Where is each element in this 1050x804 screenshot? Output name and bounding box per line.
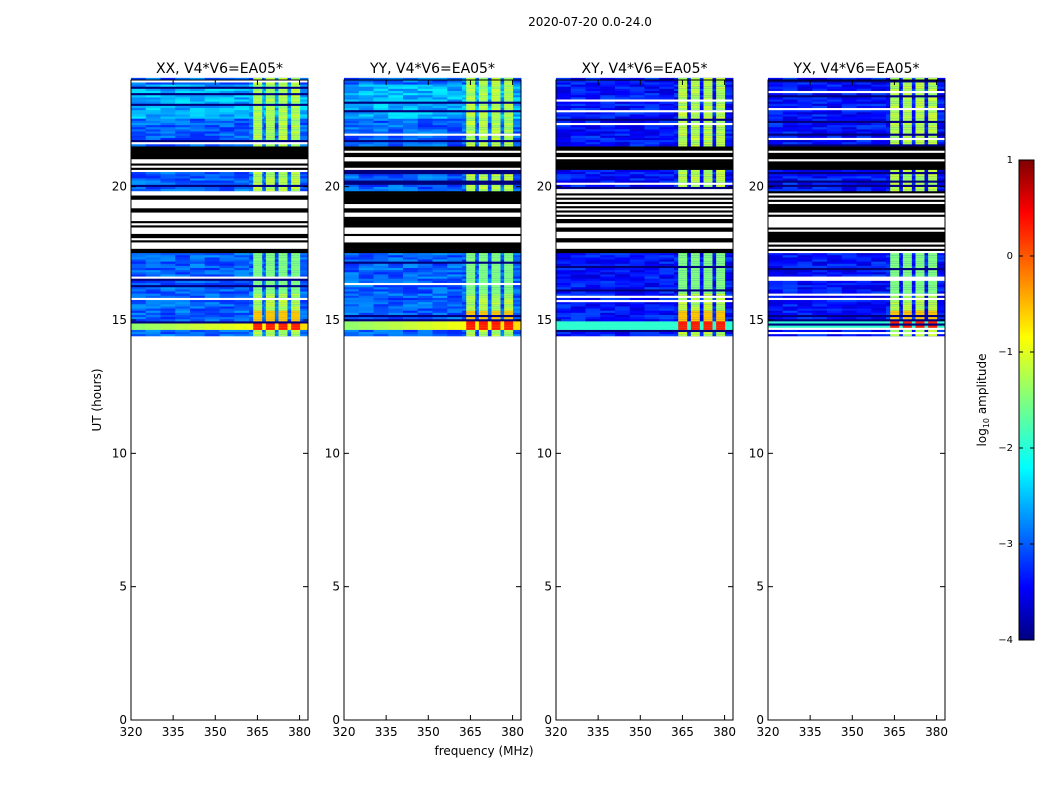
- y-tick-label: 0: [756, 713, 764, 727]
- y-tick-label: 5: [332, 580, 340, 594]
- x-tick-label: 335: [799, 725, 822, 739]
- colorbar-ticks: 1 0 −1 −2 −3 −4: [998, 155, 1034, 646]
- panel-xy: XY, V4*V6=EA05* 320 335 350 365 380 0 5 10 15 20: [537, 61, 736, 739]
- colorbar-label: log10 amplitude: [975, 354, 991, 447]
- x-tick-label: 365: [671, 725, 694, 739]
- x-tick-label: 320: [545, 725, 568, 739]
- panel-title: XY, V4*V6=EA05*: [582, 61, 708, 77]
- x-tick-label: 320: [757, 725, 780, 739]
- y-tick-label: 15: [537, 313, 552, 327]
- y-tick-label: 0: [332, 713, 340, 727]
- panel-frame: [130, 79, 309, 721]
- y-tick-label: 10: [325, 446, 340, 460]
- x-tick-label: 350: [417, 725, 440, 739]
- colorbar-label-rest: amplitude: [975, 354, 989, 418]
- x-tick-label: 350: [841, 725, 864, 739]
- y-tick-label: 20: [325, 180, 340, 194]
- y-tick-label: 20: [749, 180, 764, 194]
- panel-title: YX, V4*V6=EA05*: [793, 61, 920, 77]
- colorbar-label-base: log: [975, 428, 989, 446]
- colorbar-gradient: [1018, 159, 1035, 641]
- colorbar: 10−1−2−3−4 log10 amplitude: [975, 155, 1035, 646]
- x-tick-label: 320: [333, 725, 356, 739]
- x-axis-label: frequency (MHz): [434, 744, 533, 758]
- colorbar-label-sub: 10: [982, 418, 991, 428]
- panel-frame: [767, 79, 946, 721]
- figure-title: 2020-07-20 0.0-24.0: [528, 15, 652, 29]
- x-tick-label: 365: [246, 725, 269, 739]
- x-tick-label: 335: [375, 725, 398, 739]
- y-tick-label: 10: [749, 446, 764, 460]
- y-tick-label: 10: [537, 446, 552, 460]
- colorbar-tick-label: −2: [998, 443, 1013, 454]
- x-tick-label: 380: [713, 725, 736, 739]
- panel-xx: XX, V4*V6=EA05* 320 335 350 365 380 0 5 10 15 20: [112, 61, 311, 739]
- x-tick-label: 320: [120, 725, 143, 739]
- y-tick-label: 10: [112, 446, 127, 460]
- y-tick-label: 15: [325, 313, 340, 327]
- panels-group: XX, V4*V6=EA05*320 335 350 365 38005101520YY…: [112, 61, 948, 739]
- x-tick-label: 380: [925, 725, 948, 739]
- colorbar-tick-label: −3: [998, 539, 1013, 550]
- x-tick-label: 380: [288, 725, 311, 739]
- panel-frame: [343, 79, 522, 721]
- heatmap-yx: [768, 77, 946, 337]
- x-tick-label: 380: [501, 725, 524, 739]
- x-tick-label: 335: [162, 725, 185, 739]
- y-tick-label: 15: [112, 313, 127, 327]
- y-tick-label: 5: [756, 580, 764, 594]
- heatmap-xx: [131, 77, 309, 337]
- heatmap-yy: [344, 77, 522, 337]
- y-tick-label: 20: [112, 180, 127, 194]
- y-tick-label: 15: [749, 313, 764, 327]
- x-tick-label: 350: [204, 725, 227, 739]
- y-tick-label: 5: [119, 580, 127, 594]
- x-tick-label: 365: [883, 725, 906, 739]
- y-tick-label: 0: [544, 713, 552, 727]
- x-tick-label: 335: [587, 725, 610, 739]
- y-tick-label: 0: [119, 713, 127, 727]
- panel-frame: [555, 79, 734, 721]
- y-tick-label: 5: [544, 580, 552, 594]
- y-tick-label: 20: [537, 180, 552, 194]
- panel-title: YY, V4*V6=EA05*: [369, 61, 495, 77]
- colorbar-tick-label: −4: [998, 635, 1013, 646]
- panel-yx: YX, V4*V6=EA05* 320 335 350 365 380 0 5 10 15 20: [749, 61, 948, 739]
- colorbar-tick-label: −1: [998, 347, 1013, 358]
- panel-title: XX, V4*V6=EA05*: [156, 61, 283, 77]
- x-tick-label: 350: [629, 725, 652, 739]
- x-tick-label: 365: [459, 725, 482, 739]
- heatmap-xy: [556, 77, 734, 337]
- y-axis-label: UT (hours): [90, 368, 104, 431]
- colorbar-tick-label: 0: [1007, 251, 1013, 262]
- colorbar-tick-label: 1: [1007, 155, 1013, 166]
- panel-yy: YY, V4*V6=EA05* 320 335 350 365 380 0 5 10 15 20: [325, 61, 524, 739]
